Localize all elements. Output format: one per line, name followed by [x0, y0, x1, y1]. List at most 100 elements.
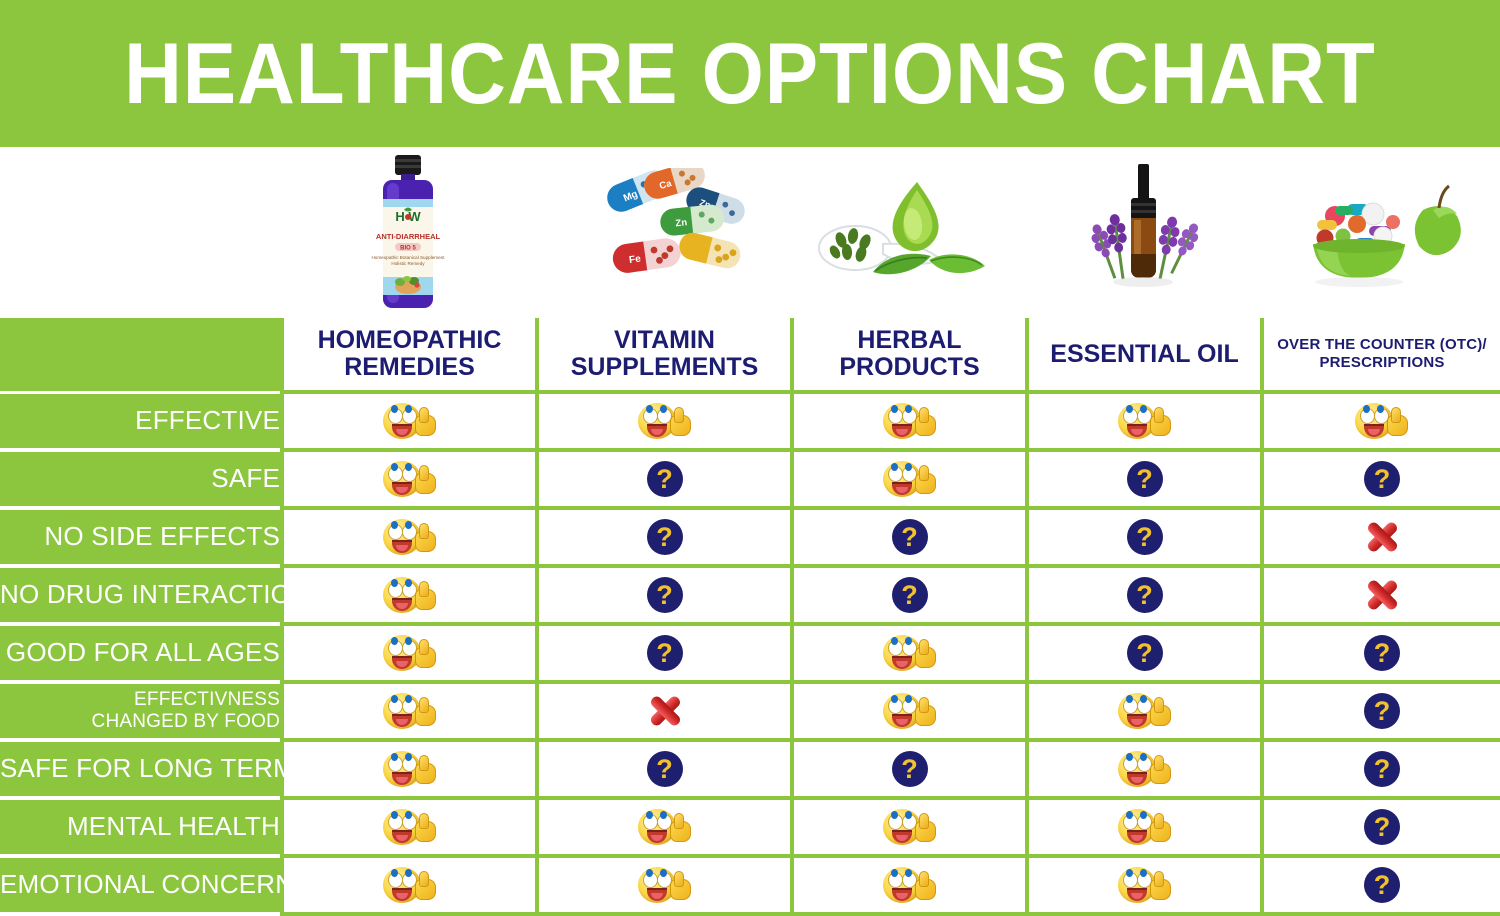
header-line-1: VITAMIN [614, 326, 715, 354]
row-label-6: SAFE FOR LONG TERM USE [0, 742, 356, 800]
cell-vitamin-8 [535, 858, 790, 916]
table-row: NO DRUG INTERACTIONS??? [0, 568, 1500, 626]
cell-herbal-1 [790, 452, 1025, 510]
question-mark-icon: ? [891, 751, 928, 787]
question-mark-icon: ? [646, 635, 683, 671]
smiley-thumbs-up-icon [882, 691, 937, 731]
header-line-2: REMEDIES [344, 353, 475, 381]
table-row: SAFE FOR LONG TERM USE??? [0, 742, 1500, 800]
question-mark-icon: ? [1126, 635, 1163, 671]
row-label-2: NO SIDE EFFECTS [0, 510, 280, 568]
cell-essential_oil-7 [1025, 800, 1260, 858]
header-line-1: HERBAL [857, 326, 962, 354]
smiley-thumbs-up-icon [1355, 401, 1409, 441]
smiley-thumbs-up-icon [382, 807, 437, 847]
row-label-5: EFFECTIVNESS CHANGED BY FOOD [0, 684, 280, 742]
cell-vitamin-3: ? [535, 568, 790, 626]
row-label-1: SAFE [0, 452, 280, 510]
cell-essential_oil-6 [1025, 742, 1260, 800]
page-banner: HEALTHCARE OPTIONS CHART [0, 0, 1500, 147]
cell-otc-4: ? [1260, 626, 1500, 684]
cell-homeopathic-3 [280, 568, 535, 626]
red-x-icon [1364, 578, 1400, 612]
svg-text:Ca: Ca [658, 177, 673, 191]
smiley-thumbs-up-icon [882, 807, 937, 847]
cell-homeopathic-8 [280, 858, 535, 916]
cell-otc-1: ? [1260, 452, 1500, 510]
cell-otc-0 [1260, 394, 1500, 452]
cell-otc-6: ? [1260, 742, 1500, 800]
cell-essential_oil-8 [1025, 858, 1260, 916]
row-label-line-1: EFFECTIVNESS [134, 688, 280, 710]
question-mark-icon: ? [646, 751, 683, 787]
table-row: SAFE??? [0, 452, 1500, 510]
question-mark-icon: ? [646, 577, 683, 613]
question-mark-icon: ? [1364, 867, 1400, 903]
header-line-1: HOMEOPATHIC [317, 326, 502, 354]
vitamin-capsules-image: Mg Ca Zn [535, 147, 790, 318]
question-mark-icon: ? [891, 577, 928, 613]
cell-essential_oil-3: ? [1025, 568, 1260, 626]
column-header-otc: OVER THE COUNTER (OTC)/ PRESCRIPTIONS [1260, 318, 1500, 394]
cell-vitamin-7 [535, 800, 790, 858]
header-line-1: OVER THE COUNTER (OTC)/ [1277, 335, 1487, 353]
cell-homeopathic-0 [280, 394, 535, 452]
question-mark-icon: ? [1126, 519, 1163, 555]
question-mark-icon: ? [1364, 635, 1400, 671]
cell-vitamin-4: ? [535, 626, 790, 684]
cell-homeopathic-4 [280, 626, 535, 684]
question-mark-icon: ? [1364, 461, 1400, 497]
svg-text:Fe: Fe [628, 253, 642, 266]
cell-herbal-5 [790, 684, 1025, 742]
cell-herbal-6: ? [790, 742, 1025, 800]
row-label-4: GOOD FOR ALL AGES [0, 626, 280, 684]
cell-essential_oil-1: ? [1025, 452, 1260, 510]
table-row: EFFECTIVE [0, 394, 1500, 452]
smiley-thumbs-up-icon [1117, 807, 1172, 847]
question-mark-icon: ? [1126, 577, 1163, 613]
svg-text:Zn: Zn [674, 217, 687, 229]
smiley-thumbs-up-icon [382, 575, 437, 615]
cell-otc-2 [1260, 510, 1500, 568]
smiley-thumbs-up-icon [882, 401, 937, 441]
smiley-thumbs-up-icon [1117, 691, 1172, 731]
question-mark-icon: ? [1126, 461, 1163, 497]
image-spacer-cell [0, 147, 280, 318]
cell-herbal-8 [790, 858, 1025, 916]
table-row: EMOTIONAL CONCERNS? [0, 858, 1500, 916]
cell-herbal-7 [790, 800, 1025, 858]
smiley-thumbs-up-icon [637, 865, 692, 905]
smiley-thumbs-up-icon [1117, 749, 1172, 789]
cell-homeopathic-6 [280, 742, 535, 800]
header-corner-cell [0, 318, 280, 394]
essential-oil-bottle-image [1025, 147, 1260, 318]
column-header-homeopathic: HOMEOPATHIC REMEDIES [280, 318, 535, 394]
cell-homeopathic-1 [280, 452, 535, 510]
cell-herbal-0 [790, 394, 1025, 452]
header-line-2: PRESCRIPTIONS [1319, 354, 1445, 371]
cell-herbal-3: ? [790, 568, 1025, 626]
table-row: MENTAL HEALTH? [0, 800, 1500, 858]
row-label-8: EMOTIONAL CONCERNS [0, 858, 312, 916]
smiley-thumbs-up-icon [637, 807, 692, 847]
cell-otc-8: ? [1260, 858, 1500, 916]
header-line-2: SUPPLEMENTS [570, 353, 759, 381]
row-label-7: MENTAL HEALTH [0, 800, 280, 858]
column-header-essential-oil: ESSENTIAL OIL [1025, 318, 1260, 394]
smiley-thumbs-up-icon [1117, 401, 1172, 441]
cell-homeopathic-2 [280, 510, 535, 568]
cell-essential_oil-4: ? [1025, 626, 1260, 684]
question-mark-icon: ? [646, 519, 683, 555]
row-label-line-2: CHANGED BY FOOD [91, 711, 280, 732]
smiley-thumbs-up-icon [882, 459, 937, 499]
cell-vitamin-1: ? [535, 452, 790, 510]
smiley-thumbs-up-icon [382, 749, 437, 789]
homeopathic-bottle-image: H W ANTI-DIARRHEAL BIO 5 Homeopathic Bot… [280, 147, 535, 318]
page-title: HEALTHCARE OPTIONS CHART [124, 25, 1376, 122]
table-row: EFFECTIVNESS CHANGED BY FOOD? [0, 684, 1500, 742]
cell-essential_oil-5 [1025, 684, 1260, 742]
question-mark-icon: ? [1364, 751, 1400, 787]
smiley-thumbs-up-icon [382, 691, 437, 731]
svg-text:BIO 5: BIO 5 [400, 245, 416, 251]
cell-otc-7: ? [1260, 800, 1500, 858]
